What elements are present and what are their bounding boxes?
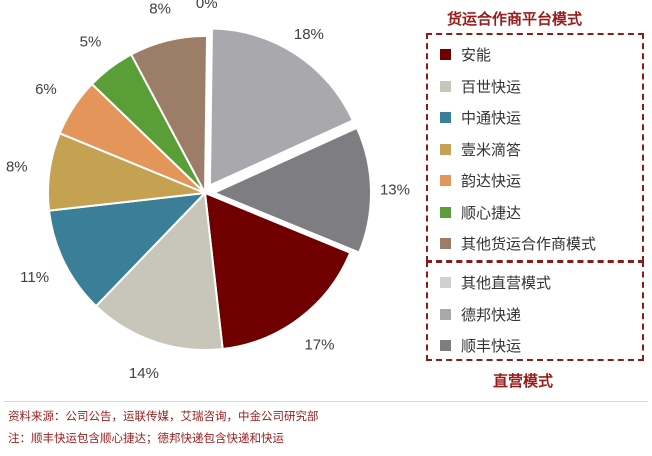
slice-percent-label-4: 14% (129, 365, 159, 382)
legend-item-partner-2: 中通快运 (440, 102, 642, 134)
legend-item-partner-0: 安能 (440, 39, 642, 71)
footnote: 注：顺丰快运包含顺心捷达；德邦快递包含快递和快运 (8, 431, 284, 445)
pie-slice-3 (203, 191, 352, 351)
legend-swatch (440, 238, 451, 250)
legend-swatch (440, 80, 451, 92)
slice-percent-label-1: 18% (294, 26, 324, 43)
slice-percent-label-3: 17% (304, 337, 334, 354)
legend-swatch (440, 340, 451, 352)
pie-slice-9 (129, 35, 209, 194)
legend-label: 其他货运合作商模式 (461, 235, 597, 254)
legend-label: 安能 (461, 46, 492, 65)
legend-swatch (440, 49, 451, 61)
slice-percent-label-5: 11% (20, 269, 49, 286)
legend-box-direct: 其他直营模式 德邦快递顺丰快运 (426, 261, 644, 361)
legend-item-direct-1: 德邦快递 (440, 299, 642, 331)
pie-slice-4 (94, 190, 224, 351)
legend-item-partner-3: 壹米滴答 (440, 134, 642, 166)
slice-percent-label-9: 8% (149, 0, 171, 17)
legend-swatch (440, 277, 451, 289)
legend-label: 韵达快运 (461, 172, 522, 191)
legend-item-direct-2: 顺丰快运 (440, 330, 642, 362)
legend-item-partner-5: 顺心捷达 (440, 197, 642, 229)
pie-slice-5 (47, 191, 208, 308)
slice-percent-label-6: 8% (6, 159, 28, 176)
legend-label: 壹米滴答 (461, 140, 522, 159)
legend-title-partner-platform: 货运合作商平台模式 (447, 10, 583, 28)
legend-swatch (440, 175, 451, 187)
legend-label: 其他直营模式 (461, 274, 552, 293)
slice-percent-label-0: 0% (196, 0, 218, 12)
slice-percent-label-2: 13% (380, 182, 410, 199)
footer-divider (4, 401, 648, 402)
slice-percent-label-8: 5% (80, 33, 102, 50)
legend-item-partner-1: 百世快运 (440, 71, 642, 103)
market-share-pie-chart: 0% 18% 13% 17% 14% 11% 8% 6% 5% 8% (6, 0, 410, 382)
legend-swatch (440, 206, 451, 218)
pie-slice-2 (211, 126, 372, 254)
legend-label: 德邦快递 (461, 305, 522, 324)
slice-percent-label-7: 6% (35, 81, 57, 98)
legend-swatch (440, 143, 451, 155)
legend-box-partner-platform: 安能百世快运中通快运壹米滴答韵达快运顺心捷达其他货运合作商模式 (426, 33, 644, 262)
source-note: 资料来源：公司公告，运联传媒，艾瑞咨询，中金公司研究部 (8, 409, 319, 423)
legend-title-direct: 直营模式 (493, 372, 554, 390)
legend-swatch (440, 308, 451, 320)
pie-slice-1 (208, 27, 355, 188)
legend-label: 顺心捷达 (461, 203, 522, 222)
legend-label: 中通快运 (461, 109, 522, 128)
legend-item-partner-6: 其他货运合作商模式 (440, 228, 642, 260)
legend-label: 顺丰快运 (461, 337, 522, 356)
legend-swatch (440, 112, 451, 124)
legend-item-direct-0: 其他直营模式 (440, 267, 642, 299)
legend-label: 百世快运 (461, 77, 522, 96)
legend-item-partner-4: 韵达快运 (440, 165, 642, 197)
